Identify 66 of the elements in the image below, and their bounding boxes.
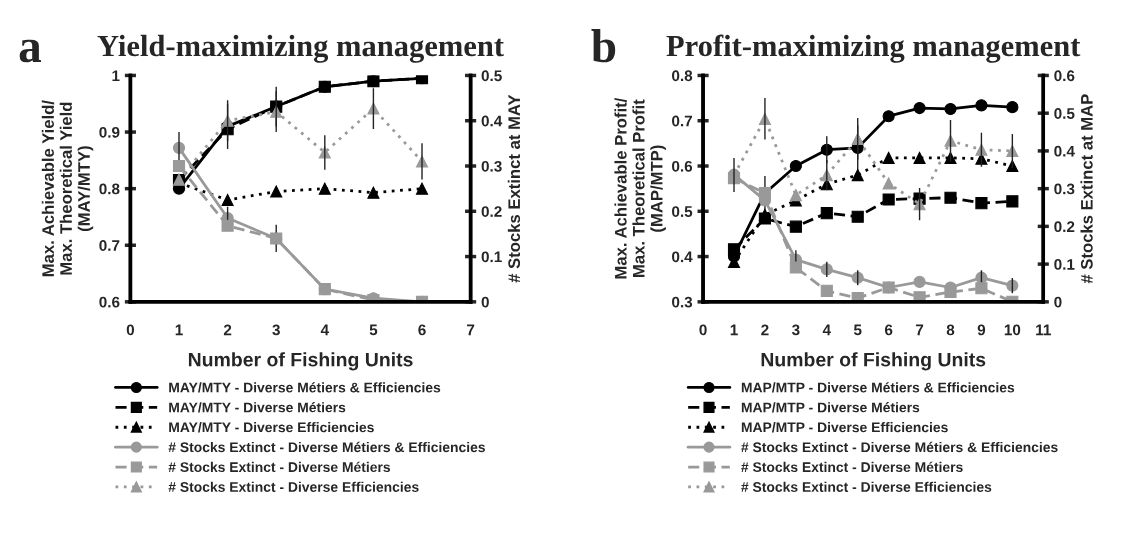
y-axis-title: Max. Achievable Profit/ Max. Theoretical Profit (MAP/MTP) <box>614 97 666 279</box>
legend-label: MAP/MTP - Diverse Métiers & Efficiencies <box>741 382 1015 393</box>
x-tick-label: 3 <box>272 324 280 336</box>
y-tick-label: 0.3 <box>672 296 693 308</box>
y-axis-title: Max. Achievable Yield/ Max. Theoretical Yield (MAY/MTY) <box>41 100 94 277</box>
y-tick-label: 1 <box>112 70 120 81</box>
legend-label: MAP/MTP - Diverse Efficiencies <box>741 422 948 433</box>
y2-tick-label: 0.2 <box>1054 221 1075 233</box>
x-tick-label: 4 <box>822 324 831 336</box>
y-tick-label: 0.7 <box>672 115 692 127</box>
y-tick-label: 0.5 <box>672 206 693 217</box>
y-tick-label: 0.9 <box>99 126 120 138</box>
x-tick-label: 6 <box>418 324 426 336</box>
y2-tick-label: 0.3 <box>1054 183 1075 195</box>
x-tick-label: 5 <box>369 324 378 336</box>
x-tick-label: 10 <box>1004 324 1021 336</box>
y2-axis-title: # Stocks Extinct at MAY <box>507 94 521 283</box>
x-tick-label: 2 <box>223 324 232 336</box>
x-tick-label: 1 <box>730 324 738 336</box>
x-axis-title: Number of Fishing Units <box>188 352 413 371</box>
legend-label: # Stocks Extinct - Diverse Métiers <box>168 461 391 473</box>
legend-label: MAP/MTP - Diverse Métiers <box>741 402 920 413</box>
x-tick-label: 6 <box>884 324 893 336</box>
y-tick-label: 0.6 <box>99 296 120 308</box>
x-tick-label: 2 <box>761 324 769 336</box>
text: b <box>591 29 616 63</box>
y2-tick-label: 0.4 <box>1054 145 1075 157</box>
legend-label: # Stocks Extinct - Diverse Métiers & Efficiencies <box>741 441 1058 453</box>
legend-label: MAY/MTY - Diverse Métiers & Efficiencies <box>169 382 441 393</box>
y-tick-label: 0.8 <box>99 183 120 195</box>
y-tick-label: 0.8 <box>672 70 693 82</box>
chart-title: Profit-maximizing management <box>666 34 1081 63</box>
y2-axis-title: # Stocks Extinct at MAP <box>1080 94 1093 284</box>
x-tick-label: 0 <box>126 324 135 336</box>
x-tick-label: 0 <box>699 324 707 336</box>
y-tick-label: 0.6 <box>672 160 693 172</box>
y2-tick-label: 0.5 <box>1054 108 1075 119</box>
y2-tick-label: 0.6 <box>1054 70 1075 82</box>
x-tick-label: 3 <box>791 324 800 336</box>
text: a <box>19 39 42 63</box>
x-axis-title: Number of Fishing Units <box>761 352 986 371</box>
x-tick-label: 1 <box>175 324 183 336</box>
x-tick-label: 9 <box>977 324 986 336</box>
y2-tick-label: 0.1 <box>481 251 502 263</box>
y2-tick-label: 0.5 <box>481 70 502 82</box>
y-tick-label: 0.4 <box>672 251 693 263</box>
y2-tick-label: 0 <box>1054 296 1062 308</box>
y2-tick-label: 0.3 <box>481 160 502 172</box>
legend-label: MAY/MTY - Diverse Efficiencies <box>169 422 374 433</box>
y2-tick-label: 0.1 <box>1054 258 1075 270</box>
legend-label: # Stocks Extinct - Diverse Métiers <box>741 461 963 473</box>
y-tick-label: 0.7 <box>99 240 120 251</box>
y2-tick-label: 0.4 <box>481 115 503 127</box>
x-tick-label: 4 <box>320 324 329 336</box>
x-tick-label: 11 <box>1036 324 1051 336</box>
legend-label: # Stocks Extinct - Diverse Métiers & Efficiencies <box>168 441 485 453</box>
legend-label: MAY/MTY - Diverse Métiers <box>169 402 346 413</box>
legend-label: # Stocks Extinct - Diverse Efficiencies <box>168 481 419 492</box>
x-tick-label: 5 <box>853 324 862 336</box>
x-tick-label: 8 <box>946 324 955 336</box>
y2-tick-label: 0 <box>481 296 489 308</box>
x-tick-label: 7 <box>467 324 475 336</box>
legend-label: # Stocks Extinct - Diverse Efficiencies <box>741 481 992 492</box>
chart-title: Yield-maximizing management <box>97 34 504 63</box>
y2-tick-label: 0.2 <box>481 206 502 217</box>
x-tick-label: 7 <box>915 324 924 336</box>
